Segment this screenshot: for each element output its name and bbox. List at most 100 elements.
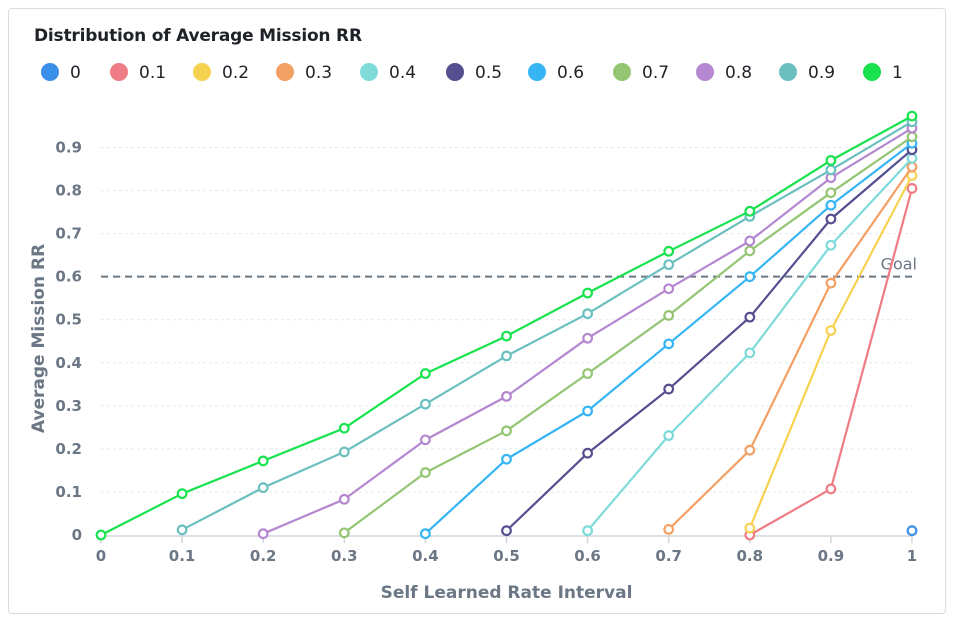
legend-marker (360, 63, 378, 81)
data-point[interactable] (582, 287, 593, 299)
data-point[interactable] (501, 330, 512, 342)
legend-item[interactable]: 0.7 (613, 63, 669, 83)
data-point[interactable] (744, 245, 756, 257)
data-point[interactable] (825, 199, 837, 211)
legend-item[interactable]: 0 (41, 63, 81, 83)
data-point[interactable] (420, 368, 431, 379)
x-tick-label: 0.7 (655, 547, 682, 565)
data-point[interactable] (906, 131, 918, 143)
data-point[interactable] (663, 524, 675, 535)
goal-line-group: Goal (101, 255, 917, 278)
data-point[interactable] (420, 467, 431, 478)
legend-item[interactable]: 0.5 (446, 63, 502, 83)
data-point[interactable] (825, 187, 837, 199)
goal-label: Goal (881, 255, 917, 274)
legend-label: 1 (892, 63, 903, 83)
legend-item[interactable]: 0.4 (360, 63, 416, 83)
data-point[interactable] (257, 455, 269, 467)
data-point[interactable] (582, 447, 593, 459)
data-point[interactable] (501, 350, 512, 362)
data-point[interactable] (338, 527, 350, 539)
data-point[interactable] (176, 524, 188, 536)
data-point[interactable] (906, 161, 918, 173)
data-point[interactable] (663, 430, 675, 441)
data-point[interactable] (744, 271, 756, 283)
data-point[interactable] (338, 446, 350, 458)
data-point[interactable] (744, 311, 756, 323)
data-point[interactable] (420, 434, 431, 446)
data-point[interactable] (663, 383, 675, 395)
data-point[interactable] (582, 525, 593, 537)
legend-marker (528, 63, 546, 81)
data-point[interactable] (338, 422, 350, 434)
legend-item[interactable]: 0.1 (110, 63, 166, 83)
data-point[interactable] (825, 277, 837, 289)
data-point[interactable] (744, 235, 756, 247)
legend-item[interactable]: 0.8 (696, 63, 752, 83)
data-point[interactable] (257, 528, 269, 540)
legend-item[interactable]: 0.9 (779, 63, 835, 83)
legend-marker (276, 63, 294, 81)
data-point[interactable] (501, 425, 512, 437)
series-1 (95, 110, 918, 541)
series-0.8 (257, 122, 918, 540)
y-tick-label: 0.5 (55, 311, 82, 329)
x-axis-label: Self Learned Rate Interval (381, 583, 633, 603)
data-point[interactable] (501, 525, 512, 537)
data-point[interactable] (744, 205, 756, 217)
legend: 0 0.1 0.2 0.3 0.4 0.5 0.6 0.7 0.8 0.9 1 (41, 63, 903, 83)
series-0.5 (501, 144, 918, 537)
data-point[interactable] (420, 398, 431, 410)
data-point[interactable] (825, 483, 837, 495)
legend-item[interactable]: 0.3 (276, 63, 332, 83)
legend-label: 0.5 (475, 63, 502, 83)
data-point[interactable] (338, 493, 350, 505)
data-point[interactable] (906, 525, 918, 537)
data-point[interactable] (825, 155, 837, 166)
data-point[interactable] (420, 528, 431, 540)
data-point[interactable] (95, 529, 107, 541)
data-point[interactable] (825, 213, 837, 225)
data-point[interactable] (663, 310, 675, 321)
legend-item[interactable]: 0.2 (193, 63, 249, 83)
data-point[interactable] (663, 259, 675, 271)
legend-item[interactable]: 0.6 (528, 63, 584, 83)
legend-item[interactable]: 1 (863, 63, 903, 83)
data-point[interactable] (906, 110, 918, 122)
series-line (667, 166, 913, 531)
data-point[interactable] (582, 332, 593, 344)
data-point[interactable] (501, 390, 512, 402)
data-point[interactable] (744, 347, 756, 359)
x-tick-label: 0 (96, 547, 106, 565)
data-point[interactable] (825, 239, 837, 251)
data-point[interactable] (176, 488, 188, 500)
legend-marker (779, 63, 797, 81)
data-point[interactable] (744, 444, 756, 456)
legend-label: 0.9 (808, 63, 835, 83)
legend-marker (613, 63, 631, 81)
data-point[interactable] (663, 283, 675, 295)
data-point[interactable] (663, 338, 675, 350)
legend-label: 0.2 (222, 63, 249, 83)
data-point[interactable] (906, 152, 918, 164)
data-point[interactable] (257, 482, 269, 494)
data-point[interactable] (906, 183, 918, 194)
data-point[interactable] (582, 308, 593, 320)
data-point[interactable] (825, 325, 837, 336)
data-point[interactable] (663, 245, 675, 257)
legend-marker (193, 63, 211, 81)
y-tick-label: 0 (72, 526, 82, 544)
chart-title: Distribution of Average Mission RR (34, 26, 362, 46)
x-tick-label: 0.1 (169, 547, 196, 565)
data-point[interactable] (582, 405, 593, 417)
data-point[interactable] (825, 164, 837, 176)
data-point[interactable] (582, 368, 593, 379)
data-point[interactable] (744, 522, 756, 534)
series-line (100, 115, 913, 536)
series-line (262, 127, 913, 535)
y-tick-label: 0.6 (55, 268, 82, 286)
y-tick-label: 0.4 (55, 354, 82, 372)
data-point[interactable] (501, 453, 512, 465)
x-tick-label: 0.6 (574, 547, 601, 565)
